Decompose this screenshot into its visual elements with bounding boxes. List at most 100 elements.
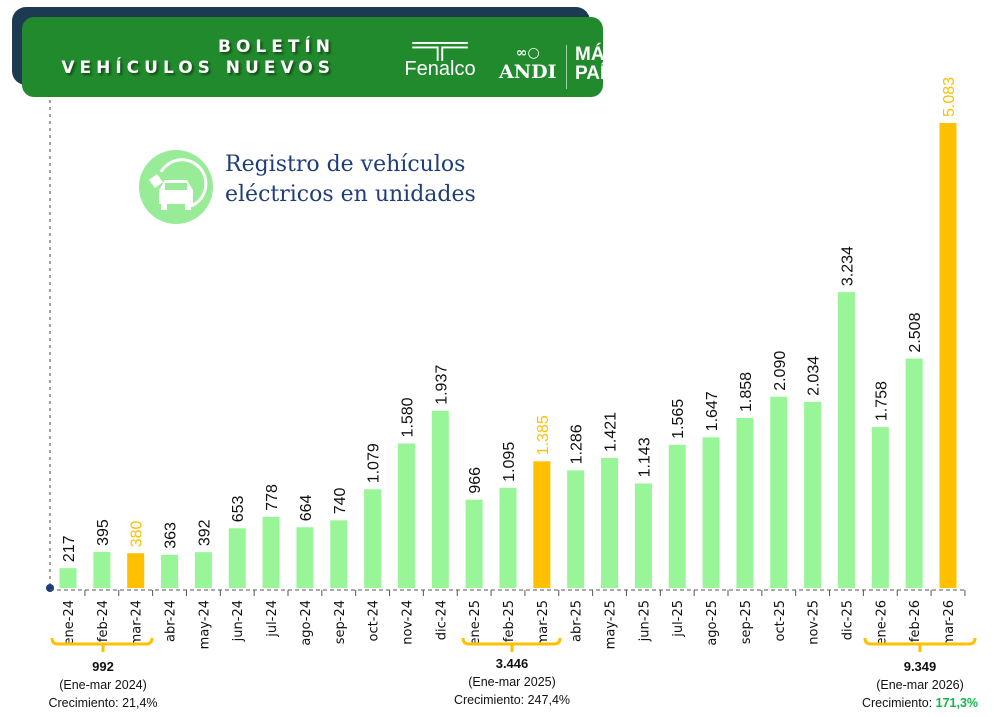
x-tick-label: may-25	[604, 600, 619, 649]
x-tick-label: mar-24	[130, 600, 145, 646]
x-tick-label: sep-25	[739, 600, 754, 644]
x-tick-label: abr-25	[570, 600, 585, 642]
x-tick-label: jul-25	[671, 600, 686, 638]
andi-logo: ∞○ ANDI	[499, 45, 556, 83]
bar-nov-24	[397, 443, 415, 588]
data-label-sep-25: 1.858	[738, 372, 755, 412]
logo-divider	[566, 45, 567, 89]
bar-may-24	[194, 552, 212, 588]
bar-mar-25	[533, 461, 551, 588]
data-label-mar-25: 1.385	[535, 415, 552, 455]
chart-title-line-1: Registro de vehículos	[225, 152, 466, 177]
bar-sep-25	[736, 418, 754, 588]
data-label-mar-24: 380	[129, 520, 146, 547]
annotation-period: (Ene-mar 2025)	[468, 675, 556, 689]
x-tick-label: sep-24	[333, 600, 348, 644]
bar-feb-25	[499, 487, 517, 588]
annotation-total: 3.446	[495, 656, 529, 671]
x-tick-label: ago-24	[299, 600, 314, 646]
bar-oct-24	[364, 489, 382, 588]
mas-pais-logo: MÁS PAÍS	[575, 45, 618, 83]
data-label-ene-25: 966	[467, 467, 484, 494]
pais-text: PAÍS	[575, 63, 618, 84]
x-tick-label: ago-25	[705, 600, 720, 646]
data-label-oct-25: 2.090	[772, 351, 789, 391]
bar-ago-24	[296, 527, 314, 588]
bar-mar-24	[127, 553, 145, 588]
annotation-2025: 3.446 (Ene-mar 2025) Crecimiento: 247,4%	[432, 655, 592, 709]
bar-oct-25	[770, 396, 788, 588]
electric-car-plug-icon	[139, 150, 213, 224]
annotation-2024: 992 (Ene-mar 2024) Crecimiento: 21,4%	[23, 658, 183, 712]
bar-ago-25	[702, 437, 720, 588]
bar-ene-26	[871, 427, 889, 588]
annotation-total: 9.349	[903, 659, 937, 674]
fenalco-wings-icon: ═╦═	[412, 29, 468, 59]
data-label-jun-25: 1.143	[636, 437, 653, 477]
andi-name: ANDI	[499, 61, 557, 83]
x-tick-label: oct-24	[367, 600, 382, 641]
growth-label: Crecimiento:	[48, 696, 123, 710]
bar-sep-24	[330, 520, 348, 588]
x-tick-label: dic-24	[434, 600, 449, 640]
growth-label: Crecimiento:	[861, 696, 936, 710]
x-tick-label: feb-24	[96, 600, 111, 642]
annotation-period: (Ene-mar 2024)	[59, 678, 147, 692]
x-tick-label: mar-25	[536, 600, 551, 646]
data-label-oct-24: 1.079	[366, 443, 383, 483]
annotation-growth: Crecimiento: 171,3%	[840, 694, 1000, 712]
bulletin-title: BOLETÍN VEHÍCULOS NUEVOS	[61, 37, 335, 79]
bracket-1	[461, 637, 562, 652]
chart-title: Registro de vehículos eléctricos en unid…	[225, 150, 476, 210]
x-tick-label: jun-25	[637, 600, 652, 642]
fenalco-logo: ═╦═ Fenalco	[392, 29, 488, 79]
bar-jun-25	[634, 483, 652, 588]
x-tick-label: abr-24	[164, 600, 179, 642]
bracket-2	[863, 637, 977, 652]
bar-may-25	[601, 458, 619, 588]
x-tick-label: ene-26	[874, 600, 889, 645]
data-label-ene-26: 1.758	[873, 381, 890, 421]
data-label-abr-25: 1.286	[569, 424, 586, 464]
bar-jul-25	[668, 444, 686, 588]
data-label-nov-24: 1.580	[399, 397, 416, 437]
data-label-jun-24: 653	[230, 495, 247, 522]
data-label-mar-26: 5.083	[941, 77, 958, 117]
data-label-nov-25: 2.034	[806, 356, 823, 396]
bar-abr-24	[161, 554, 179, 588]
x-tick-label: feb-25	[502, 600, 517, 642]
growth-value: 21,4%	[122, 696, 158, 710]
bar-ene-24	[59, 568, 77, 588]
x-tick-label: mar-26	[942, 600, 957, 646]
annotation-2026: 9.349 (Ene-mar 2026) Crecimiento: 171,3%	[840, 658, 1000, 712]
data-label-ago-25: 1.647	[704, 391, 721, 431]
x-tick-label: dic-25	[840, 600, 855, 640]
x-tick-label: ene-24	[62, 600, 77, 645]
mas-text: MÁS	[575, 44, 618, 65]
bar-ene-25	[465, 499, 483, 588]
data-label-feb-24: 395	[95, 519, 112, 546]
andi-rings-icon: ∞○	[515, 45, 540, 61]
x-tick-label: jul-24	[265, 600, 280, 638]
data-label-jul-25: 1.565	[670, 399, 687, 439]
title-line-1: BOLETÍN	[217, 37, 335, 57]
bar-feb-24	[93, 551, 111, 588]
growth-value: 171,3%	[935, 696, 979, 710]
bar-feb-26	[905, 358, 923, 588]
bracket-0	[50, 637, 154, 652]
annotation-period: (Ene-mar 2026)	[876, 678, 964, 692]
growth-label: Crecimiento:	[453, 693, 528, 707]
annotation-growth: Crecimiento: 21,4%	[23, 694, 183, 712]
data-label-dic-24: 1.937	[433, 365, 450, 405]
annotation-growth: Crecimiento: 247,4%	[432, 691, 592, 709]
data-label-jul-24: 778	[264, 484, 281, 511]
x-tick-label: ene-25	[468, 600, 483, 645]
fenalco-name: Fenalco	[404, 58, 476, 80]
growth-value: 247,4%	[527, 693, 571, 707]
origin-dot	[46, 584, 54, 592]
bar-jun-24	[228, 528, 246, 588]
bar-abr-25	[567, 470, 585, 588]
x-tick-label: oct-25	[773, 600, 788, 641]
data-label-may-24: 392	[196, 519, 213, 546]
